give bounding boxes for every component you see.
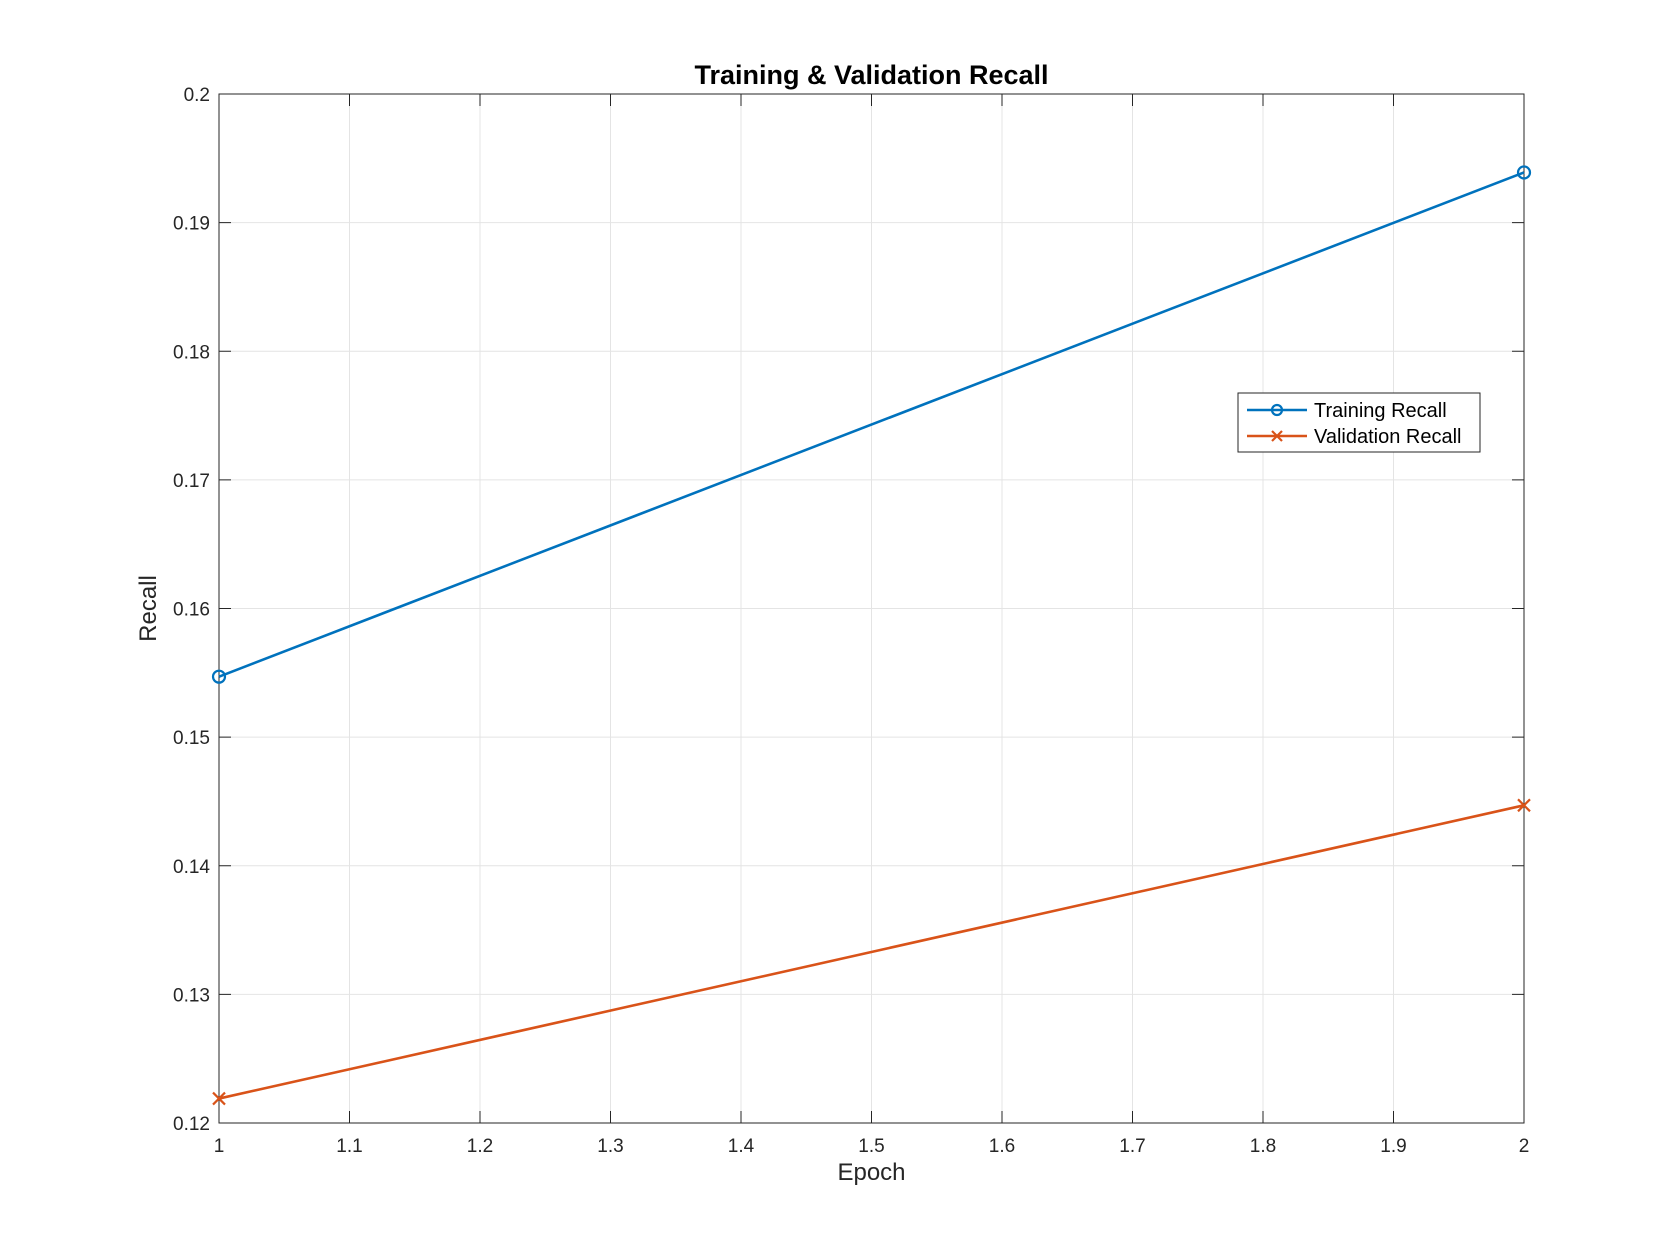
legend-label: Validation Recall — [1314, 426, 1462, 448]
series-validation-recall — [212, 798, 1531, 1106]
data-point — [1517, 798, 1531, 813]
y-tick-label: 0.14 — [173, 857, 210, 878]
series-training-recall — [211, 165, 1532, 684]
y-tick-label: 0.2 — [184, 85, 210, 106]
x-tick-label: 1.1 — [336, 1136, 362, 1157]
y-tick-label: 0.13 — [173, 985, 210, 1006]
x-tick-label: 1.5 — [858, 1136, 884, 1157]
series-line — [218, 171, 1525, 678]
y-tick-label: 0.18 — [173, 342, 210, 363]
x-tick-label: 1 — [214, 1136, 225, 1157]
chart-title: Training & Validation Recall — [694, 60, 1048, 90]
series-layer — [211, 165, 1532, 1106]
x-tick-label: 1.2 — [467, 1136, 493, 1157]
legend-label: Training Recall — [1314, 400, 1447, 422]
data-point — [211, 669, 227, 684]
x-tick-label: 1.9 — [1380, 1136, 1406, 1157]
y-axis-label: Recall — [135, 575, 162, 642]
legend-item: Validation Recall — [1247, 426, 1462, 448]
data-point — [212, 1091, 226, 1106]
x-tick-label: 1.3 — [597, 1136, 623, 1157]
legend: Training Recall Validation Recall — [1237, 392, 1481, 453]
legend-box — [1237, 392, 1481, 453]
y-tick-label: 0.16 — [173, 600, 210, 621]
y-tick-label: 0.17 — [173, 471, 210, 492]
y-tick-label: 0.12 — [173, 1114, 210, 1135]
legend-marker — [1271, 430, 1283, 442]
legend-marker — [1270, 403, 1284, 417]
y-tick-label: 0.15 — [173, 728, 210, 749]
x-tick-label: 1.4 — [728, 1136, 755, 1157]
series-line — [218, 804, 1525, 1100]
x-tick-label: 2 — [1519, 1136, 1530, 1157]
y-tick-label: 0.19 — [173, 214, 210, 235]
legend-item: Training Recall — [1247, 400, 1447, 422]
x-tick-label: 1.6 — [989, 1136, 1015, 1157]
x-tick-label: 1.7 — [1119, 1136, 1145, 1157]
x-tick-label: 1.8 — [1250, 1136, 1276, 1157]
x-axis-label: Epoch — [837, 1159, 905, 1186]
ticks: 1 1.1 1.2 1.3 1.4 1.5 1.6 1.7 1.8 1.9 2 0.12 0.13 0.1… — [173, 85, 1529, 1157]
data-point — [1516, 165, 1532, 180]
